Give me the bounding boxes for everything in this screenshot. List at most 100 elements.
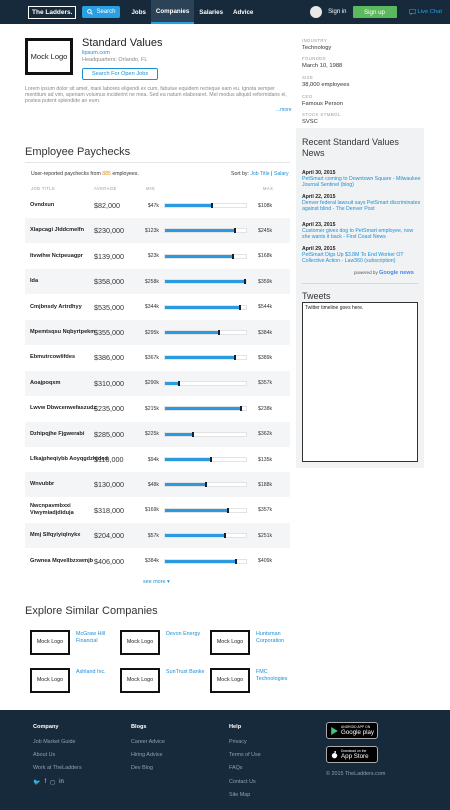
job-title[interactable]: Grwnea Mqvellbzxwmjb	[30, 557, 94, 564]
news-item[interactable]: April 23, 2015 Customer gives dog to Pet…	[302, 222, 422, 240]
average-marker	[204, 482, 207, 488]
live-chat-link[interactable]: Live Chat	[408, 9, 442, 15]
footer-link-work-at-theladders[interactable]: Work at TheLadders	[33, 765, 82, 772]
footer-link-terms[interactable]: Terms of Use	[229, 752, 261, 759]
google-play-button[interactable]: ANDROID APP ON Google play	[326, 722, 378, 739]
job-title[interactable]: Mpemtsqsu Nqbyrtpekm	[30, 329, 96, 335]
footer-link-career-advice[interactable]: Career Advice	[131, 739, 165, 745]
average-marker	[223, 533, 226, 539]
column-header-title: JOB TITLE	[31, 186, 56, 191]
average-marker	[233, 228, 236, 234]
table-row: Itvwihw Nctpeuagpr $139,000 $23k $168k	[25, 244, 290, 269]
footer-link-site-map[interactable]: Site Map	[229, 791, 251, 798]
linkedin-icon[interactable]: in	[59, 778, 64, 785]
min-salary: $384k	[144, 558, 159, 565]
min-salary: $123k	[144, 227, 159, 234]
job-title[interactable]: Ebmutrcowlifdes	[30, 354, 76, 361]
footer-link-faqs[interactable]: FAQs	[229, 765, 243, 772]
search-button[interactable]: Search	[82, 6, 121, 18]
similar-company-card[interactable]: Mock Logo McGraw Hill Financial	[26, 630, 108, 658]
salary-range-fill	[165, 407, 242, 411]
similar-company-link[interactable]: Devon Energy	[166, 631, 201, 637]
min-salary: $94k	[147, 456, 159, 463]
footer-blogs-heading: Blogs	[131, 724, 147, 730]
average-marker	[210, 203, 213, 208]
description-more-link[interactable]: ...more	[276, 107, 292, 113]
max-salary: $188k	[258, 481, 273, 488]
similar-company-logo: Mock Logo	[210, 630, 250, 655]
news-headline-link[interactable]: PetSmart Digs Up $3.8M To End Worker OT …	[302, 252, 404, 264]
sign-up-button[interactable]: Sign up	[352, 6, 397, 18]
news-item[interactable]: April 29, 2015 PetSmart Digs Up $3.8M To…	[302, 246, 422, 264]
similar-company-link[interactable]: SunTrust Banke	[166, 669, 205, 675]
sign-in-link[interactable]: Sign in	[328, 9, 347, 15]
salary-range-bar	[164, 507, 247, 513]
nav-link-companies[interactable]: Companies	[150, 0, 195, 24]
avatar[interactable]	[310, 6, 323, 18]
job-title[interactable]: Lfkajpheqiybb Aoyqgdzhjded	[30, 456, 108, 462]
similar-company-link[interactable]: McGraw Hill Financial	[76, 631, 106, 644]
max-salary: $135k	[258, 456, 273, 463]
job-title[interactable]: Nwcnpavmbxxi Viwymiadjdiduja	[30, 503, 74, 517]
similar-company-card[interactable]: Mock Logo Ashland Inc.	[26, 668, 108, 696]
salary-range-fill	[165, 508, 229, 512]
job-title[interactable]: Ida	[30, 278, 39, 285]
min-salary: $344k	[144, 304, 159, 311]
similar-company-link[interactable]: Ashland Inc.	[76, 669, 106, 675]
job-title[interactable]: Xlapcagi Jlddcmelfn	[30, 227, 85, 234]
job-title[interactable]: Cmjbnsdy Artrdhyy	[30, 303, 82, 310]
footer-blogs-column: Blogs Career Advice Hiring Advice Dev Bl…	[131, 724, 165, 779]
similar-company-card[interactable]: Mock Logo FMC Technologies	[206, 668, 288, 696]
footer-link-privacy[interactable]: Privacy	[229, 739, 247, 745]
job-title[interactable]: Mmj Slfqyiyiqlnykx	[30, 532, 81, 539]
google-play-label: Google play	[341, 729, 375, 736]
twitter-icon[interactable]: 🐦	[33, 779, 41, 786]
column-header-min: MIN	[146, 186, 155, 191]
footer-link-hiring-advice[interactable]: Hiring Advice	[131, 752, 163, 759]
average-marker	[210, 457, 213, 462]
instagram-icon[interactable]: ◻	[50, 779, 56, 786]
news-divider	[302, 283, 418, 284]
facebook-icon[interactable]: f	[44, 778, 47, 785]
news-headline-link[interactable]: Customer gives dog to PetSmart employee,…	[302, 228, 414, 240]
sort-by-salary-link[interactable]: Salary	[273, 171, 289, 177]
job-title[interactable]: Wnvubbr	[30, 481, 55, 488]
news-item[interactable]: April 22, 2015 Denver federal lawsuit sa…	[302, 194, 422, 212]
similar-company-card[interactable]: Mock Logo SunTrust Banke	[116, 668, 204, 696]
news-item[interactable]: April 30, 2015 PetSmart coming to Downto…	[302, 170, 422, 188]
job-title[interactable]: Dzhipqjhe Fjgwerabi	[30, 430, 85, 437]
top-nav: The Ladders. Search Jobs Companies Salar…	[0, 0, 450, 24]
average-marker	[235, 558, 238, 564]
job-title[interactable]: Ovndxun	[30, 202, 55, 208]
max-salary: $362k	[258, 431, 273, 438]
news-date: April 22, 2015	[302, 194, 336, 200]
paychecks-title: Employee Paychecks	[25, 146, 131, 158]
average-salary: $285,000	[94, 429, 124, 439]
nav-link-salaries[interactable]: Salaries	[199, 8, 224, 16]
salary-range-fill	[165, 559, 237, 563]
similar-company-link[interactable]: Huntsman Corporation	[256, 631, 285, 644]
similar-company-card[interactable]: Mock Logo Huntsman Corporation	[206, 630, 288, 658]
nav-link-advice[interactable]: Advice	[233, 8, 254, 16]
footer-link-dev-blog[interactable]: Dev Blog	[131, 765, 153, 772]
job-title[interactable]: Itvwihw Nctpeuagpr	[30, 252, 83, 259]
similar-company-card[interactable]: Mock Logo Devon Energy	[116, 630, 200, 658]
app-store-button[interactable]: Download on the App Store	[326, 746, 378, 763]
salary-range-fill	[165, 305, 241, 309]
similar-company-link[interactable]: FMC Technologies	[256, 669, 288, 682]
search-open-jobs-button[interactable]: Search For Open Jobs	[82, 68, 158, 80]
news-headline-link[interactable]: Denver federal lawsuit says PetSmart dis…	[302, 200, 421, 212]
company-url-link[interactable]: lipsum.com	[82, 50, 110, 56]
sort-by-title-link[interactable]: Job Title	[250, 171, 270, 177]
see-more-link[interactable]: see more ▾	[143, 579, 170, 585]
site-logo[interactable]: The Ladders.	[28, 5, 77, 19]
job-title[interactable]: Aoajpoqxm	[30, 379, 61, 386]
job-title[interactable]: Lwvw Dbwcenwefaszudz	[30, 405, 97, 412]
footer-link-job-market-guide[interactable]: Job Market Guide	[33, 739, 76, 745]
footer-link-contact-us[interactable]: Contact Us	[229, 778, 256, 785]
footer-link-about-us[interactable]: About Us	[33, 752, 56, 759]
average-marker	[234, 355, 237, 361]
table-row: Mmj Slfqyiyiqlnykx $204,000 $57k $251k	[25, 523, 290, 549]
nav-link-jobs[interactable]: Jobs	[131, 8, 146, 16]
news-headline-link[interactable]: PetSmart coming to Downtown Square - Mil…	[302, 176, 421, 188]
